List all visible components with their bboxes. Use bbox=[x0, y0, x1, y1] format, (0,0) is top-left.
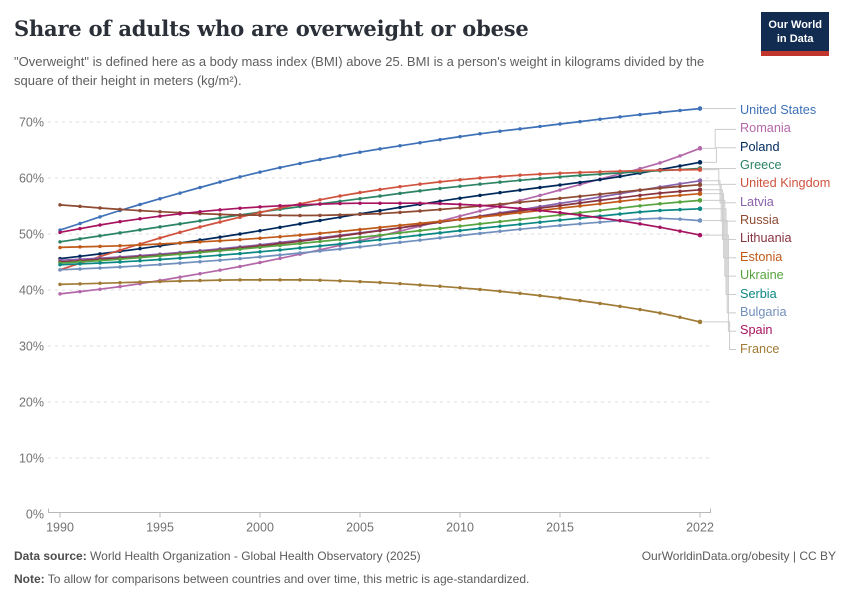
legend-item-serbia[interactable]: Serbia bbox=[740, 286, 777, 301]
series-line-spain[interactable] bbox=[58, 201, 703, 238]
data-source-line: Data source: World Health Organization -… bbox=[14, 545, 421, 568]
series-line-lithuania[interactable] bbox=[58, 187, 703, 264]
series-line-romania[interactable] bbox=[58, 146, 703, 296]
legend-item-lithuania[interactable]: Lithuania bbox=[740, 231, 792, 246]
owid-url-license[interactable]: OurWorldinData.org/obesity | CC BY bbox=[641, 549, 836, 563]
series-line-france[interactable] bbox=[58, 278, 703, 325]
legend-item-romania[interactable]: Romania bbox=[740, 121, 791, 136]
chart-footer: Data source: World Health Organization -… bbox=[14, 545, 836, 591]
legend-connectors bbox=[703, 108, 736, 351]
x-tick-label: 2000 bbox=[246, 521, 274, 535]
legend-item-united-kingdom[interactable]: United Kingdom bbox=[740, 176, 831, 191]
chart-title: Share of adults who are overweight or ob… bbox=[14, 16, 529, 41]
x-tick-label: 1995 bbox=[146, 521, 174, 535]
legend-item-france[interactable]: France bbox=[740, 341, 780, 356]
legend-item-poland[interactable]: Poland bbox=[740, 139, 780, 154]
legend-item-estonia[interactable]: Estonia bbox=[740, 249, 783, 264]
y-tick-label: 60% bbox=[19, 172, 44, 186]
note-label: Note: bbox=[14, 571, 45, 586]
y-tick-label: 70% bbox=[19, 116, 44, 130]
y-tick-label: 40% bbox=[19, 284, 44, 298]
y-tick-label: 20% bbox=[19, 396, 44, 410]
series-line-ukraine[interactable] bbox=[58, 198, 703, 265]
y-tick-label: 10% bbox=[19, 452, 44, 466]
x-tick-label: 2005 bbox=[346, 521, 374, 535]
chart-subtitle: "Overweight" is defined here as a body m… bbox=[14, 54, 705, 88]
series-line-estonia[interactable] bbox=[58, 191, 703, 250]
x-tick-label: 1990 bbox=[46, 521, 74, 535]
y-tick-label: 30% bbox=[19, 340, 44, 354]
legend-item-greece[interactable]: Greece bbox=[740, 158, 782, 173]
x-axis: 1990 1995 2000 2005 2010 2015 2022 bbox=[46, 512, 714, 535]
legend-item-russia[interactable]: Russia bbox=[740, 213, 779, 228]
legend-item-united-states[interactable]: United States bbox=[740, 103, 817, 117]
x-tick-label: 2022 bbox=[686, 521, 714, 535]
legend-item-bulgaria[interactable]: Bulgaria bbox=[740, 304, 787, 319]
legend-item-latvia[interactable]: Latvia bbox=[740, 194, 774, 209]
gridlines: 0% 10% 20% 30% 40% 50% 60% 70% bbox=[19, 116, 711, 522]
owid-logo[interactable]: Our World in Data bbox=[761, 12, 829, 56]
legend-item-ukraine[interactable]: Ukraine bbox=[740, 268, 784, 283]
data-source-text: World Health Organization - Global Healt… bbox=[90, 549, 421, 563]
x-tick-label: 2010 bbox=[446, 521, 474, 535]
y-tick-label: 0% bbox=[26, 508, 44, 522]
legend-item-spain[interactable]: Spain bbox=[740, 323, 773, 338]
owid-logo-line2: in Data bbox=[776, 33, 814, 46]
owid-logo-line1: Our World bbox=[768, 19, 822, 31]
data-source-label: Data source: bbox=[14, 549, 87, 563]
note-line: Note: To allow for comparisons between c… bbox=[14, 572, 529, 586]
x-tick-label: 2015 bbox=[546, 521, 574, 535]
y-tick-label: 50% bbox=[19, 228, 44, 242]
note-text: To allow for comparisons between countri… bbox=[47, 571, 530, 586]
